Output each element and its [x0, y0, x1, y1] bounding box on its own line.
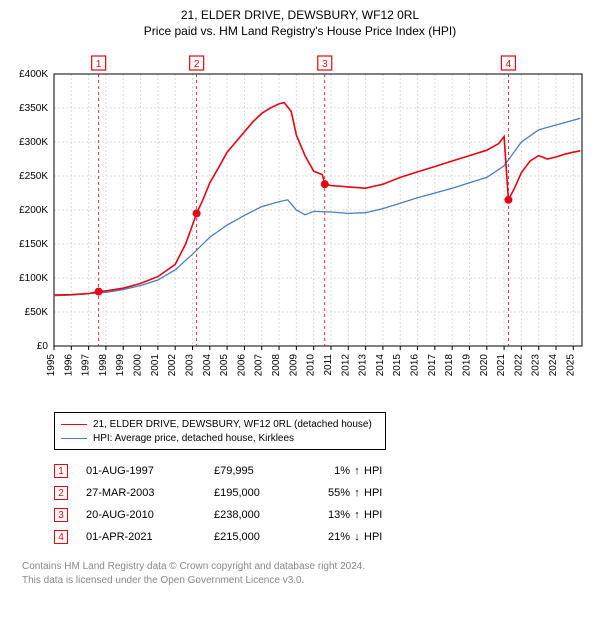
x-tick-label: 2005 [219, 354, 230, 377]
x-tick-label: 2011 [323, 354, 334, 376]
tx-date: 01-AUG-1997 [86, 465, 214, 477]
x-tick-label: 1997 [81, 354, 92, 377]
transaction-row: 2 27-MAR-2003£195,00055%↑HPI [54, 482, 590, 504]
tx-arrow-icon: ↑ [350, 487, 364, 499]
title-block: 21, ELDER DRIVE, DEWSBURY, WF12 0RL Pric… [10, 8, 590, 38]
tx-arrow-icon: ↑ [350, 509, 364, 521]
x-tick-label: 1995 [46, 354, 57, 377]
footer-line: Contains HM Land Registry data © Crown c… [22, 560, 590, 574]
x-tick-label: 2023 [531, 354, 542, 377]
sale-dot [95, 288, 103, 296]
x-tick-label: 2006 [236, 354, 247, 377]
event-marker: 3 [322, 59, 328, 70]
sale-dot [504, 196, 512, 204]
x-tick-label: 2014 [375, 354, 386, 377]
tx-pct: 13% [304, 509, 350, 521]
legend-label: HPI: Average price, detached house, Kirk… [93, 433, 294, 444]
tx-pct: 1% [304, 465, 350, 477]
chart: £0 £50K £100K £150K £200K £250K £300K £350K £400… [10, 46, 590, 406]
event-marker: 2 [194, 59, 200, 70]
tx-marker: 3 [54, 508, 68, 522]
x-tick-label: 2021 [496, 354, 507, 377]
x-tick-label: 2010 [306, 354, 317, 377]
x-tick-label: 2019 [461, 354, 472, 377]
tx-hpi-label: HPI [364, 531, 390, 543]
x-tick-label: 2025 [565, 354, 576, 377]
x-tick-label: 2016 [410, 354, 421, 377]
x-tick-label: 2001 [150, 354, 161, 377]
x-tick-label: 2009 [288, 354, 299, 377]
x-tick-label: 2022 [513, 354, 524, 377]
legend-row: HPI: Average price, detached house, Kirk… [61, 431, 379, 445]
tx-arrow-icon: ↑ [350, 465, 364, 477]
legend-label: 21, ELDER DRIVE, DEWSBURY, WF12 0RL (det… [93, 419, 372, 430]
x-tick-label: 2007 [254, 354, 265, 377]
event-marker: 4 [506, 59, 512, 70]
x-tick-label: 2004 [202, 354, 213, 377]
y-tick-label: £300K [19, 137, 48, 148]
legend: 21, ELDER DRIVE, DEWSBURY, WF12 0RL (det… [54, 412, 386, 450]
x-tick-label: 2008 [271, 354, 282, 377]
x-tick-label: 2015 [392, 354, 403, 377]
tx-marker: 2 [54, 486, 68, 500]
y-tick-label: £400K [19, 69, 48, 80]
tx-price: £215,000 [214, 531, 304, 543]
x-tick-label: 1998 [98, 354, 109, 377]
tx-marker: 4 [54, 530, 68, 544]
x-tick-label: 2018 [444, 354, 455, 377]
sale-dot [321, 180, 329, 188]
footer: Contains HM Land Registry data © Crown c… [22, 560, 590, 587]
y-tick-label: £150K [19, 239, 48, 250]
chart-svg: £0 £50K £100K £150K £200K £250K £300K £350K £400… [10, 46, 590, 406]
x-tick-label: 2002 [167, 354, 178, 377]
tx-date: 27-MAR-2003 [86, 487, 214, 499]
tx-pct: 21% [304, 531, 350, 543]
transactions-table: 101-AUG-1997£79,9951%↑HPI227-MAR-2003£19… [54, 460, 590, 548]
event-marker: 1 [96, 59, 102, 70]
tx-date: 01-APR-2021 [86, 531, 214, 543]
legend-swatch-blue [61, 438, 87, 439]
y-tick-label: £350K [19, 103, 48, 114]
chart-container: 21, ELDER DRIVE, DEWSBURY, WF12 0RL Pric… [0, 0, 600, 597]
x-tick-label: 2003 [184, 354, 195, 377]
transaction-row: 1 01-AUG-1997£79,9951%↑HPI [54, 460, 590, 482]
x-tick-label: 1996 [63, 354, 74, 377]
x-tick-label: 2013 [358, 354, 369, 377]
transaction-row: 3 20-AUG-2010£238,00013%↑HPI [54, 504, 590, 526]
footer-line: This data is licensed under the Open Gov… [22, 574, 590, 588]
tx-price: £79,995 [214, 465, 304, 477]
x-tick-label: 2020 [479, 354, 490, 377]
tx-arrow-icon: ↓ [350, 531, 364, 543]
legend-row: 21, ELDER DRIVE, DEWSBURY, WF12 0RL (det… [61, 417, 379, 431]
y-tick-label: £0 [37, 341, 49, 352]
x-tick-label: 2017 [427, 354, 438, 377]
transaction-row: 4 01-APR-2021£215,00021%↓HPI [54, 526, 590, 548]
legend-swatch-red [61, 424, 87, 425]
x-tick-label: 2024 [548, 354, 559, 377]
y-tick-label: £200K [19, 205, 48, 216]
x-tick-label: 1999 [115, 354, 126, 377]
x-tick-label: 2000 [133, 354, 144, 377]
sale-dot [193, 209, 201, 217]
tx-hpi-label: HPI [364, 487, 390, 499]
tx-price: £195,000 [214, 487, 304, 499]
tx-pct: 55% [304, 487, 350, 499]
x-tick-label: 2012 [340, 354, 351, 377]
y-tick-label: £50K [25, 307, 49, 318]
y-tick-label: £250K [19, 171, 48, 182]
title-subtitle: Price paid vs. HM Land Registry's House … [10, 24, 590, 38]
tx-hpi-label: HPI [364, 509, 390, 521]
title-address: 21, ELDER DRIVE, DEWSBURY, WF12 0RL [10, 8, 590, 22]
tx-marker: 1 [54, 464, 68, 478]
tx-date: 20-AUG-2010 [86, 509, 214, 521]
tx-hpi-label: HPI [364, 465, 390, 477]
y-tick-label: £100K [19, 273, 48, 284]
tx-price: £238,000 [214, 509, 304, 521]
